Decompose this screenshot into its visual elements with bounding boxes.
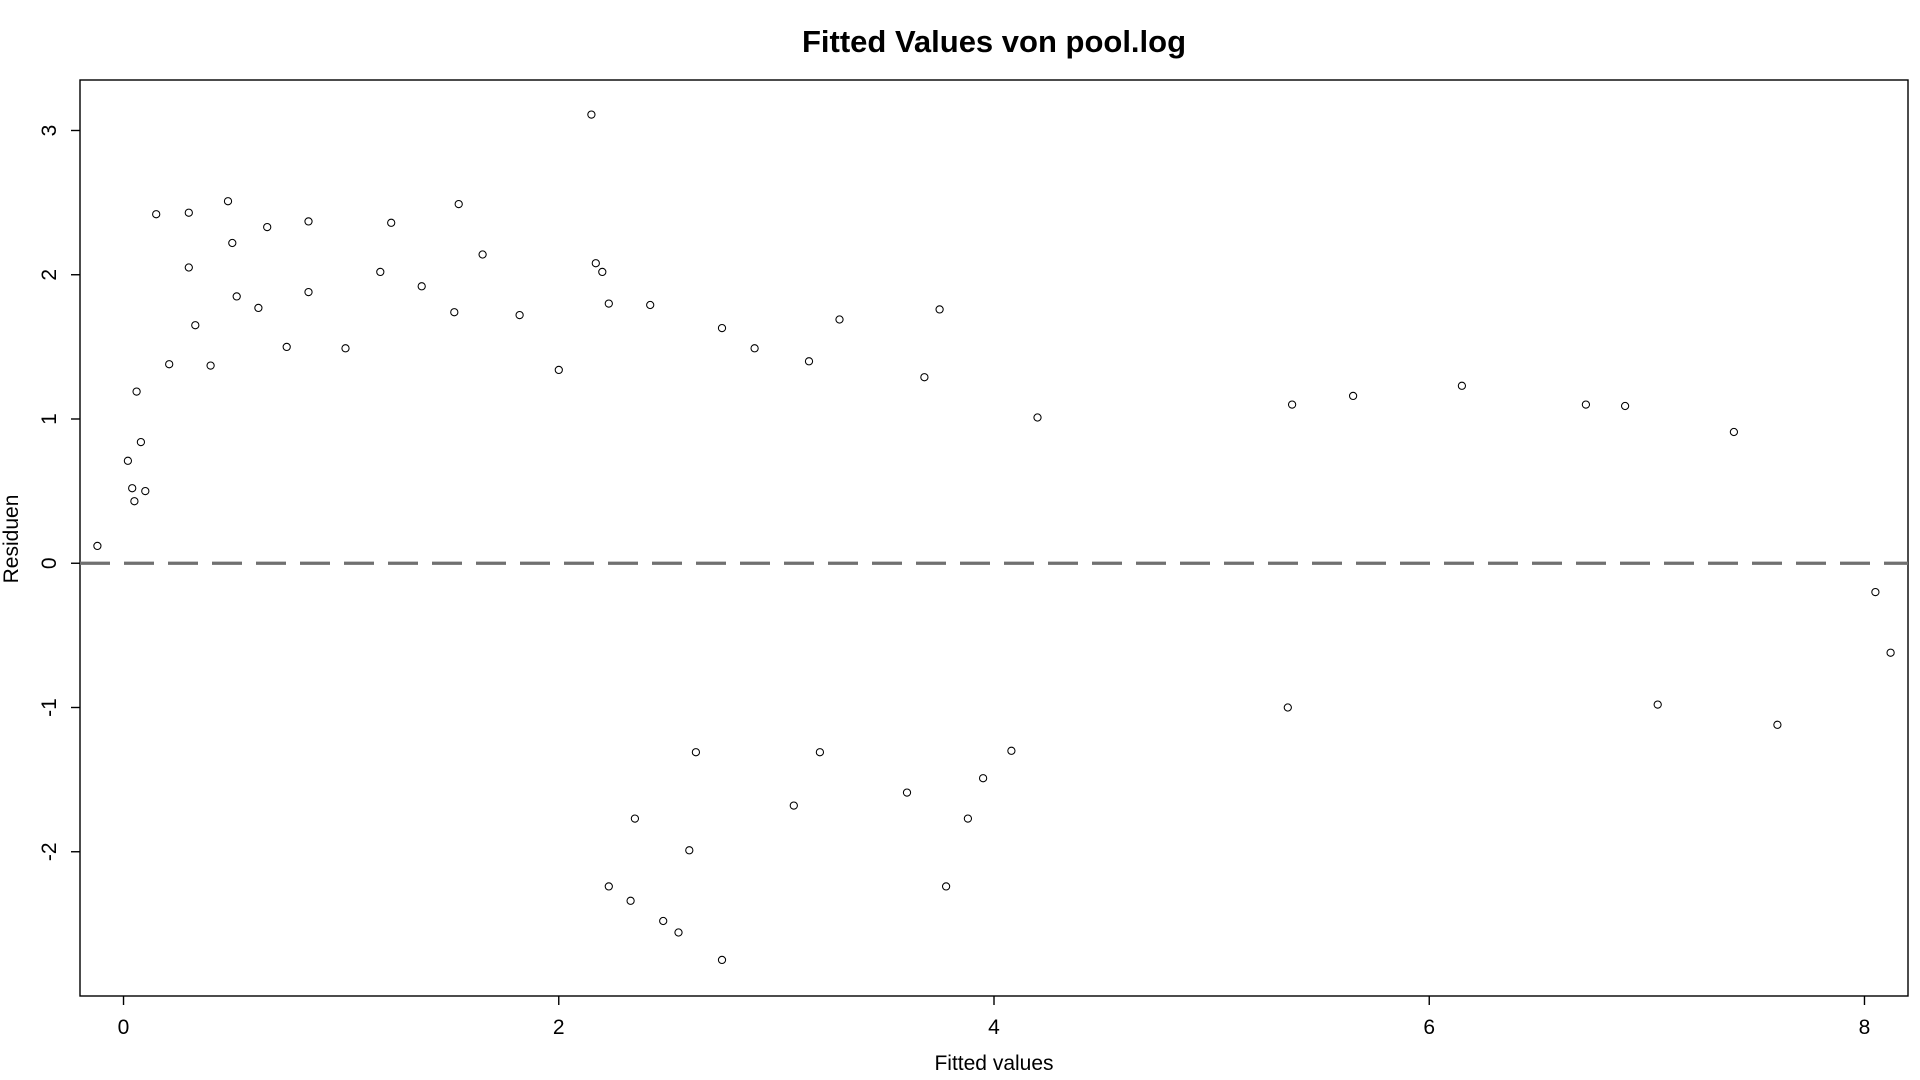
x-tick-label: 8 bbox=[1859, 1016, 1871, 1039]
data-point bbox=[1348, 391, 1358, 401]
y-tick-label: 3 bbox=[38, 125, 61, 137]
data-point bbox=[659, 916, 668, 926]
data-point bbox=[304, 217, 313, 226]
data-point bbox=[515, 310, 524, 320]
points-layer bbox=[93, 110, 1895, 965]
data-point bbox=[1283, 703, 1292, 712]
data-point bbox=[454, 199, 463, 209]
data-point bbox=[941, 882, 951, 891]
data-point bbox=[604, 882, 613, 891]
x-axis: 0 2 4 6 8 bbox=[118, 996, 1871, 1039]
x-tick-label: 0 bbox=[118, 1016, 130, 1039]
y-tick-label: -2 bbox=[38, 842, 61, 861]
data-point bbox=[184, 208, 193, 217]
data-point bbox=[165, 360, 174, 369]
data-point bbox=[128, 484, 137, 493]
data-point bbox=[132, 387, 141, 396]
y-tick-label: 0 bbox=[38, 557, 61, 569]
data-point bbox=[685, 846, 694, 855]
data-point bbox=[136, 437, 146, 447]
data-point bbox=[1033, 413, 1042, 422]
chart-title: Fitted Values von pool.log bbox=[802, 24, 1186, 59]
data-point bbox=[1287, 400, 1297, 409]
data-point bbox=[223, 197, 233, 206]
plot-frame bbox=[79, 79, 1909, 997]
data-point bbox=[123, 456, 133, 465]
y-axis-label: Residuen bbox=[0, 495, 23, 584]
data-point bbox=[152, 210, 161, 219]
y-axis: -2 -1 0 1 2 3 bbox=[38, 125, 80, 861]
data-point bbox=[646, 300, 655, 310]
data-point bbox=[935, 305, 944, 314]
data-point bbox=[478, 250, 487, 259]
data-point bbox=[228, 238, 237, 248]
data-point bbox=[717, 323, 727, 333]
data-point bbox=[254, 303, 263, 313]
data-point bbox=[598, 267, 607, 277]
data-point bbox=[1773, 720, 1782, 729]
data-point bbox=[750, 344, 759, 353]
data-point bbox=[1581, 400, 1591, 409]
data-point bbox=[341, 344, 350, 353]
x-tick-label: 4 bbox=[988, 1016, 1000, 1039]
data-point bbox=[978, 774, 988, 783]
data-point bbox=[1729, 427, 1739, 437]
data-point bbox=[815, 748, 825, 757]
data-point bbox=[691, 748, 701, 757]
data-point bbox=[587, 110, 596, 119]
data-point bbox=[963, 814, 973, 823]
data-point bbox=[630, 814, 640, 823]
data-point bbox=[902, 788, 912, 797]
y-tick-label: -1 bbox=[38, 698, 61, 717]
data-point bbox=[591, 259, 600, 268]
data-point bbox=[1653, 700, 1662, 709]
data-point bbox=[604, 299, 613, 308]
data-point bbox=[304, 287, 313, 297]
data-point bbox=[1886, 648, 1895, 657]
data-point bbox=[835, 315, 844, 324]
y-tick-label: 1 bbox=[38, 413, 61, 425]
x-axis-label: Fitted values bbox=[934, 1052, 1053, 1075]
data-point bbox=[1620, 401, 1630, 411]
data-point bbox=[206, 361, 215, 370]
data-point bbox=[1457, 381, 1467, 390]
data-point bbox=[626, 896, 635, 905]
x-tick-label: 6 bbox=[1423, 1016, 1435, 1039]
data-point bbox=[141, 486, 150, 496]
data-point bbox=[282, 342, 291, 352]
data-point bbox=[93, 541, 102, 551]
data-point bbox=[450, 308, 459, 317]
data-point bbox=[191, 321, 200, 330]
data-point bbox=[920, 373, 929, 382]
data-point bbox=[717, 955, 727, 965]
data-point bbox=[789, 801, 798, 810]
data-point bbox=[130, 497, 139, 506]
data-point bbox=[387, 218, 396, 227]
data-point bbox=[554, 365, 563, 375]
data-point bbox=[232, 292, 241, 301]
y-tick-label: 2 bbox=[38, 269, 61, 281]
data-point bbox=[184, 263, 193, 272]
data-point bbox=[804, 357, 814, 366]
data-point bbox=[417, 282, 426, 291]
data-point bbox=[674, 928, 683, 937]
data-point bbox=[1871, 587, 1880, 597]
data-point bbox=[1007, 746, 1016, 755]
data-point bbox=[263, 222, 272, 232]
data-point bbox=[376, 267, 385, 277]
x-tick-label: 2 bbox=[553, 1016, 565, 1039]
